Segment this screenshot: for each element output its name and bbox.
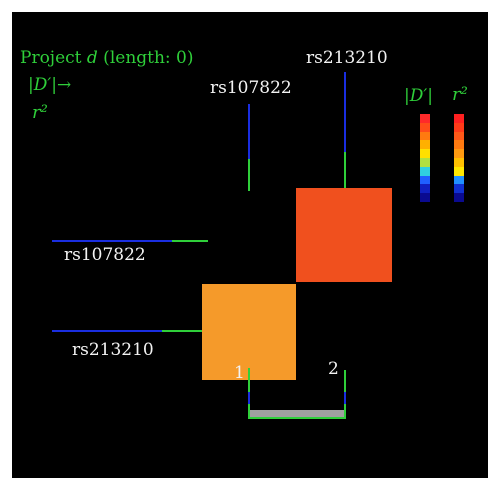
left-snp-label-rs107822: rs107822 [64,245,146,265]
genomic-track-bar [250,410,344,418]
legend-dprime-swatch [420,114,430,123]
snp-line-rs107822-horizontal-blue [52,240,172,242]
legend-dprime-swatch [420,131,430,141]
legend-dprime-swatch [420,140,430,150]
legend-r2-colorbar [454,114,464,202]
position-label-1: 1 [234,363,245,383]
project-title: Project d (length: 0) [20,50,194,67]
r2-mapping-label: r² [32,102,48,123]
position-tick-2-green [344,370,346,392]
legend-dprime-swatch [420,166,430,176]
snp-line-rs213210-horizontal-blue [52,330,162,332]
snp-line-rs107822-vertical-green [248,159,250,191]
legend-dprime-swatch [420,157,430,167]
position-tick-1-green [248,368,250,392]
snp-line-rs107822-horizontal-green [172,240,208,242]
title-variable: d [86,48,98,68]
track-green-base [248,417,346,419]
title-suffix: (length: 0) [97,48,194,68]
title-prefix: Project [20,48,87,68]
legend-dprime-swatch [420,149,430,158]
legend-r2-swatch [454,157,464,167]
ld-plot-panel: Project d (length: 0) |D′|→ r² rs213210 … [12,12,488,478]
legend-r2-swatch [454,140,464,150]
legend-r2-swatch [454,175,464,185]
legend-dprime-swatch [420,175,430,185]
ld-block-rs107822-vs-rs213210 [202,284,296,380]
legend-r2-swatch [454,166,464,176]
ld-block-rs213210-vs-rs107822 [296,188,392,282]
snp-line-rs107822-vertical-blue [248,104,250,159]
snp-line-rs213210-vertical-green [344,152,346,188]
track-green-right [344,404,346,418]
snp-line-rs213210-horizontal-green [162,330,202,332]
legend-r2-swatch [454,131,464,141]
position-tick-1-blue [248,392,250,404]
legend-dprime-colorbar [420,114,430,202]
legend-r2-swatch [454,122,464,132]
left-snp-label-rs213210: rs213210 [72,340,154,360]
top-snp-label-rs213210: rs213210 [306,48,388,68]
track-green-left [248,404,250,418]
legend-dprime-swatch [420,193,430,202]
legend-r2-swatch [454,193,464,202]
position-label-2: 2 [328,359,339,379]
legend-dprime-swatch [420,184,430,194]
legend-r2-swatch [454,114,464,123]
top-snp-label-rs107822: rs107822 [210,78,292,98]
dprime-mapping-label: |D′|→ [28,75,72,95]
legend-r2-swatch [454,184,464,194]
legend-r2-label: r² [452,84,468,105]
snp-line-rs213210-vertical-blue [344,72,346,152]
legend-r2-swatch [454,149,464,158]
legend-dprime-label: |D′| [404,86,433,106]
legend-dprime-swatch [420,122,430,132]
position-tick-2-blue [344,392,346,404]
